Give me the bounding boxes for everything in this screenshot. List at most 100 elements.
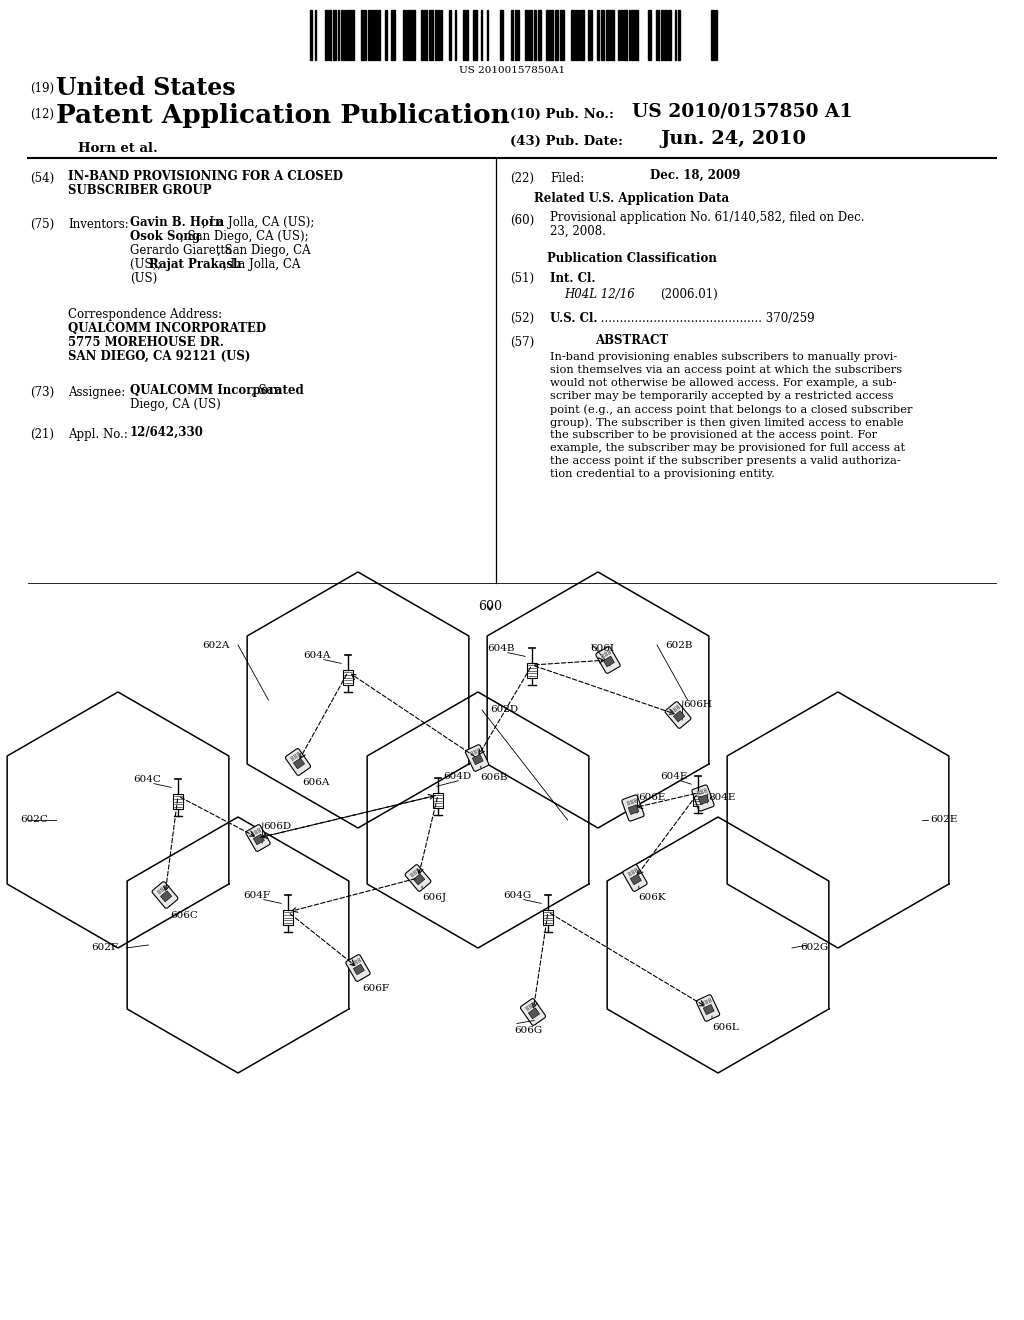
FancyBboxPatch shape [346,954,371,981]
FancyBboxPatch shape [520,998,546,1026]
FancyBboxPatch shape [665,702,691,729]
Text: 602A: 602A [203,640,230,649]
Text: IN-BAND PROVISIONING FOR A CLOSED: IN-BAND PROVISIONING FOR A CLOSED [68,170,343,183]
Bar [706,1002,709,1005]
Bar [631,801,634,804]
Text: 602E: 602E [930,816,957,825]
Bar [677,706,680,709]
Bar [438,11,440,59]
Text: Diego, CA (US): Diego, CA (US) [130,399,221,411]
Bar [605,653,608,656]
Text: (22): (22) [510,172,534,185]
Text: Inventors:: Inventors: [68,218,129,231]
Bar [474,752,477,754]
Bar [678,11,680,59]
Text: 604D: 604D [443,772,471,781]
Bar [702,1003,705,1006]
Bar [701,1002,703,1003]
Text: 606J: 606J [422,894,446,902]
Bar [477,748,479,751]
Text: Gerardo Giaretta: Gerardo Giaretta [130,244,232,257]
Bar [700,789,702,792]
Bar [529,11,532,59]
Bar [255,832,258,834]
Bar [161,891,172,902]
Text: Filed:: Filed: [550,172,585,185]
Bar [703,1005,714,1015]
Bar [635,11,638,59]
Bar [632,873,635,874]
Bar [292,758,294,760]
Text: 604B: 604B [487,644,514,653]
Bar [701,792,703,795]
Bar [607,651,610,652]
Bar [698,795,709,804]
Text: (75): (75) [30,218,54,231]
Text: US 2010/0157850 A1: US 2010/0157850 A1 [632,103,853,121]
Text: ........................................... 370/259: ........................................… [597,312,815,325]
Text: Osok Song: Osok Song [130,230,200,243]
Bar [325,11,328,59]
Text: 606K: 606K [638,894,666,902]
FancyBboxPatch shape [696,995,720,1022]
Bar [361,11,364,59]
Bar [672,711,674,714]
Text: would not otherwise be allowed access. For example, a sub-: would not otherwise be allowed access. F… [550,378,897,388]
Bar [603,656,614,667]
Text: tion credential to a provisioning entity.: tion credential to a provisioning entity… [550,469,775,479]
Bar [329,11,331,59]
Text: 604F: 604F [243,891,270,900]
Bar [705,999,708,1002]
Text: 606F: 606F [362,983,389,993]
Bar [410,873,413,875]
Bar [372,11,374,59]
Bar [500,11,503,59]
Text: example, the subscriber may be provisioned for full access at: example, the subscriber may be provision… [550,444,905,453]
Bar [157,890,160,892]
Bar [355,962,357,965]
Text: 602F: 602F [91,944,118,953]
Bar [429,11,433,59]
Bar [463,11,465,59]
Text: 606L: 606L [712,1023,738,1032]
Bar [604,652,606,655]
Bar [293,758,304,768]
FancyBboxPatch shape [465,744,488,771]
Text: the subscriber to be provisioned at the access point. For: the subscriber to be provisioned at the … [550,430,878,440]
Bar [160,887,163,890]
Text: United States: United States [56,77,236,100]
Bar [531,1002,535,1005]
Text: 606E: 606E [638,793,666,803]
Text: US 20100157850A1: US 20100157850A1 [459,66,565,75]
Bar [674,710,685,722]
Text: 606I: 606I [590,644,614,653]
Text: point (e.g., an access point that belongs to a closed subscriber: point (e.g., an access point that belong… [550,404,912,414]
FancyBboxPatch shape [596,647,621,673]
Bar [385,11,387,59]
Bar [630,800,633,803]
Text: (12): (12) [30,108,54,121]
Bar [670,710,673,713]
Text: In-band provisioning enables subscribers to manually provi-: In-band provisioning enables subscribers… [550,352,897,362]
Bar [424,11,427,59]
Bar [544,911,553,925]
Text: , La Jolla, CA: , La Jolla, CA [223,257,300,271]
Text: 5775 MOREHOUSE DR.: 5775 MOREHOUSE DR. [68,337,224,348]
Text: QUALCOMM Incorporated: QUALCOMM Incorporated [130,384,304,397]
FancyBboxPatch shape [623,865,647,891]
Text: H04L 12/16: H04L 12/16 [564,288,635,301]
Bar [575,11,577,59]
Bar [252,834,255,837]
Bar [606,11,610,59]
Text: Rajat Prakash: Rajat Prakash [150,257,242,271]
Text: Jun. 24, 2010: Jun. 24, 2010 [660,129,806,148]
Bar [470,751,473,754]
Bar [673,708,676,710]
Text: scriber may be temporarily accepted by a restricted access: scriber may be temporarily accepted by a… [550,391,894,401]
Bar [571,11,574,59]
Bar [629,805,639,814]
Bar [711,11,713,59]
Text: (73): (73) [30,385,54,399]
Text: Provisional application No. 61/140,582, filed on Dec.: Provisional application No. 61/140,582, … [550,211,864,224]
Bar [628,803,630,805]
